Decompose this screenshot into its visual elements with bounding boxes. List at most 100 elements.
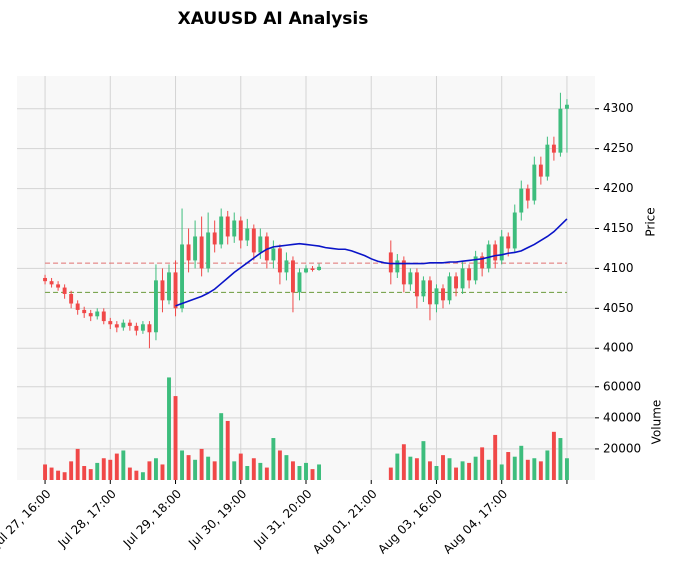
volume-bar xyxy=(264,467,269,480)
candle-body xyxy=(538,164,543,177)
x-tick-label: Jul 27, 16:00 xyxy=(0,487,54,551)
volume-bar xyxy=(108,459,113,480)
volume-bar xyxy=(290,461,295,480)
candle-body xyxy=(304,268,308,273)
candle-body xyxy=(558,108,563,153)
volume-bar xyxy=(49,467,54,480)
candle-body xyxy=(127,322,132,326)
volume-bar xyxy=(199,448,204,480)
volume-bar xyxy=(564,458,569,480)
candle-body xyxy=(108,321,113,325)
candle-body xyxy=(414,272,419,297)
y-tick-label: 20000 xyxy=(603,441,641,455)
volume-bar xyxy=(193,459,198,480)
volume-bar xyxy=(486,459,491,480)
volume-bar xyxy=(414,458,419,480)
moving-average xyxy=(175,218,568,307)
y-tick-label: 40000 xyxy=(603,410,641,424)
volume-bar xyxy=(551,431,556,480)
volume-bar xyxy=(180,450,185,480)
candle-body xyxy=(251,228,256,253)
volume-bar xyxy=(114,453,119,480)
volume-bar xyxy=(506,452,511,480)
volume-bar xyxy=(43,464,48,480)
candle-body xyxy=(310,268,315,270)
volume-bar xyxy=(225,420,230,480)
candle-body xyxy=(147,324,152,333)
volume-bar xyxy=(532,458,537,480)
candle-body xyxy=(212,232,217,245)
candle-body xyxy=(134,325,139,331)
candle-body xyxy=(49,281,54,285)
volume-bar xyxy=(310,469,315,480)
candle-body xyxy=(408,272,413,285)
volume-bar xyxy=(167,377,171,480)
candle-body xyxy=(473,256,478,281)
volume-bar xyxy=(56,470,61,480)
candle-body xyxy=(480,256,485,269)
candle-body xyxy=(290,260,295,293)
volume-bar xyxy=(493,434,498,480)
candle-body xyxy=(140,324,145,331)
candle-body xyxy=(206,232,211,269)
volume-bar xyxy=(140,472,145,480)
volume-bar xyxy=(160,464,165,480)
volume-bar xyxy=(121,450,126,480)
x-tick-label: Jul 31, 20:00 xyxy=(250,487,314,551)
volume-bar xyxy=(277,450,282,480)
volume-bar xyxy=(317,464,322,480)
volume-bar xyxy=(427,461,432,480)
volume-bar xyxy=(88,469,93,480)
volume-bar xyxy=(284,455,289,480)
volume-bar xyxy=(519,445,524,480)
candle-body xyxy=(460,268,465,289)
volume-bar xyxy=(473,456,478,480)
candle-body xyxy=(551,144,556,153)
candle-body xyxy=(258,236,263,253)
y-axis-label: Volume xyxy=(650,400,664,445)
volume-bar xyxy=(251,458,256,480)
volume-bar xyxy=(304,462,308,480)
volume-bar xyxy=(75,448,80,480)
x-tick-label: Aug 01, 21:00 xyxy=(310,487,380,557)
candle-body xyxy=(199,236,204,269)
candle-body xyxy=(219,216,224,245)
volume-bar xyxy=(127,467,132,480)
volume-bar xyxy=(467,462,472,480)
candle-body xyxy=(512,212,517,249)
volume-bar xyxy=(232,461,237,480)
candle-body xyxy=(238,220,243,241)
candle-body xyxy=(395,260,400,273)
volume-bar xyxy=(525,459,530,480)
volume-bar xyxy=(62,472,67,480)
candle-body xyxy=(421,280,426,297)
candle-body xyxy=(388,252,393,273)
volume-bar xyxy=(101,458,106,480)
volume-bar xyxy=(480,447,485,480)
volume-bar xyxy=(153,458,158,480)
candle-body xyxy=(225,216,230,237)
volume-bar xyxy=(212,461,217,480)
candle-body xyxy=(245,228,250,241)
volume-bar xyxy=(95,462,100,480)
volume-bar xyxy=(297,466,302,480)
candle-body xyxy=(493,244,498,261)
y-tick-label: 4200 xyxy=(603,181,634,195)
x-tick-label: Jul 29, 18:00 xyxy=(120,487,184,551)
volume-bar xyxy=(545,450,550,480)
candle-body xyxy=(180,244,185,309)
candle-body xyxy=(317,266,322,270)
candle-body xyxy=(427,280,432,305)
candle-body xyxy=(277,248,282,273)
x-tick-label: Aug 03, 16:00 xyxy=(375,487,445,557)
volume-bar xyxy=(454,467,459,480)
volume-bar xyxy=(245,466,250,480)
volume-bar xyxy=(134,470,139,480)
volume-bar xyxy=(186,455,191,480)
volume-bar xyxy=(206,456,211,480)
volume-bar xyxy=(538,461,543,480)
candle-body xyxy=(284,260,289,273)
volume-bar xyxy=(408,456,413,480)
volume-bar xyxy=(69,461,74,480)
